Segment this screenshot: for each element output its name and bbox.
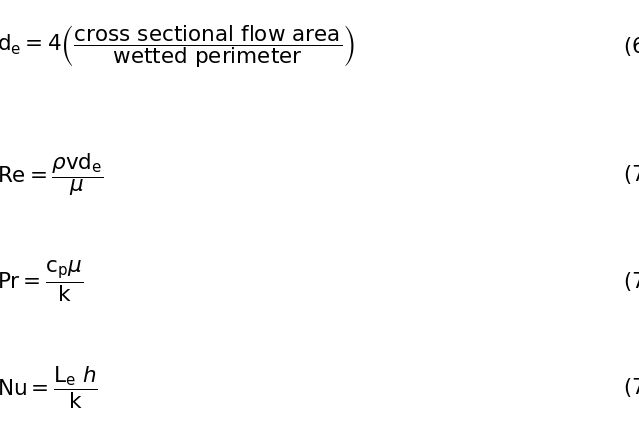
Text: $\mathrm{d_e} = 4\left(\dfrac{\mathrm{cross\ sectional\ flow\ area}}{\mathrm{wet: $\mathrm{d_e} = 4\left(\dfrac{\mathrm{cr…	[0, 23, 355, 70]
Text: $(7b$: $(7b$	[623, 270, 639, 293]
Text: $\mathrm{Nu}{=}\dfrac{\mathrm{L_e}\ h}{\mathrm{k}}$: $\mathrm{Nu}{=}\dfrac{\mathrm{L_e}\ h}{\…	[0, 365, 98, 411]
Text: $(7a$: $(7a$	[623, 163, 639, 187]
Text: $(7c$: $(7c$	[623, 376, 639, 399]
Text: $\mathrm{Pr}{=}\dfrac{\mathrm{c_p}\mu}{\mathrm{k}}$: $\mathrm{Pr}{=}\dfrac{\mathrm{c_p}\mu}{\…	[0, 259, 83, 304]
Text: $(6$: $(6$	[623, 35, 639, 58]
Text: $\mathrm{Re}{=}\dfrac{\rho\mathrm{vd_e}}{\mu}$: $\mathrm{Re}{=}\dfrac{\rho\mathrm{vd_e}}…	[0, 152, 104, 198]
